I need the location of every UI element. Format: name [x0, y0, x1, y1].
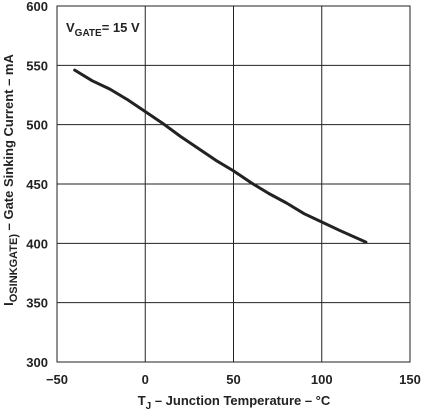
y-axis-label-rest: – Gate Sinking Current – mA	[1, 54, 16, 234]
x-axis-label-main: T	[138, 393, 146, 408]
x-axis-label-rest: – Junction Temperature – °C	[151, 393, 331, 408]
x-axis-label-subscript: J	[146, 401, 152, 412]
y-tick-label: 300	[26, 355, 48, 370]
series-line-0	[73, 68, 368, 244]
annotation-main: V	[66, 20, 75, 35]
y-tick-label: 550	[26, 58, 48, 73]
x-tick-label: 150	[399, 372, 421, 387]
y-tick-label: 600	[26, 0, 48, 14]
x-tick-label: −50	[46, 372, 68, 387]
plot-frame	[56, 5, 411, 363]
y-tick-label: 400	[26, 236, 48, 251]
annotation-rest: = 15 V	[102, 20, 140, 35]
annotation-vgate: VGATE= 15 V	[66, 20, 140, 39]
y-axis-label: IOSINKGATE) – Gate Sinking Current – mA	[1, 54, 20, 306]
y-axis-label-main: I	[1, 302, 16, 306]
x-tick-labels: −50 0 50 100 150	[46, 372, 421, 387]
y-axis-label-subscript: OSINKGATE)	[8, 234, 20, 303]
x-axis-label: TJ – Junction Temperature – °C	[138, 393, 331, 412]
x-tick-label: 0	[142, 372, 149, 387]
y-tick-label: 350	[26, 296, 48, 311]
grid	[56, 5, 411, 363]
y-tick-label: 500	[26, 118, 48, 133]
annotation-subscript: GATE	[75, 28, 102, 39]
series-layer	[73, 68, 368, 244]
y-tick-labels: 300 350 400 450 500 550 600	[26, 0, 48, 370]
y-tick-label: 450	[26, 177, 48, 192]
x-tick-label: 100	[311, 372, 333, 387]
x-tick-label: 50	[226, 372, 240, 387]
